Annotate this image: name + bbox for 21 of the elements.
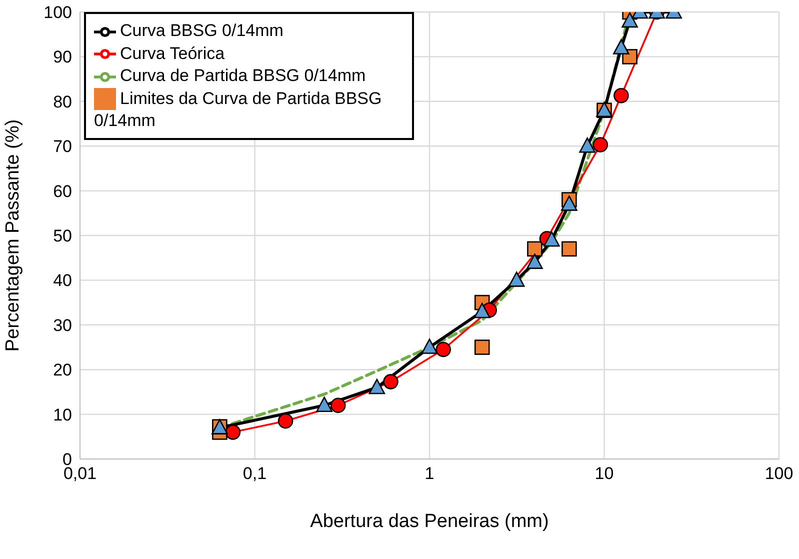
y-tick-label: 30: [53, 316, 72, 335]
y-tick-label: 80: [53, 92, 72, 112]
legend-label: Limites da Curva de Partida BBSG 0/14mm: [94, 88, 382, 130]
x-axis-title: Abertura das Peneiras (mm): [310, 511, 549, 532]
y-tick-label: 50: [53, 226, 72, 246]
legend-label: Curva Teórica: [120, 44, 225, 63]
y-tick-label: 40: [53, 271, 72, 290]
legend-label: Curva de Partida BBSG 0/14mm: [120, 66, 366, 86]
x-tick-label: 0,01: [63, 464, 97, 484]
x-tick-label: 10: [594, 464, 614, 484]
x-tick-label: 100: [764, 464, 794, 484]
x-tick-label: 0,1: [242, 464, 267, 484]
y-tick-label: 10: [53, 405, 72, 424]
x-tick-label: 1: [424, 464, 434, 484]
y-tick-label: 60: [53, 182, 72, 201]
y-axis-title: Percentagem Passante (%): [2, 119, 24, 352]
y-tick-label: 70: [53, 137, 72, 156]
y-tick-label: 90: [53, 48, 72, 67]
legend-label: Curva BBSG 0/14mm: [120, 21, 284, 40]
y-tick-label: 20: [53, 360, 72, 380]
y-tick-label: 100: [44, 3, 72, 22]
